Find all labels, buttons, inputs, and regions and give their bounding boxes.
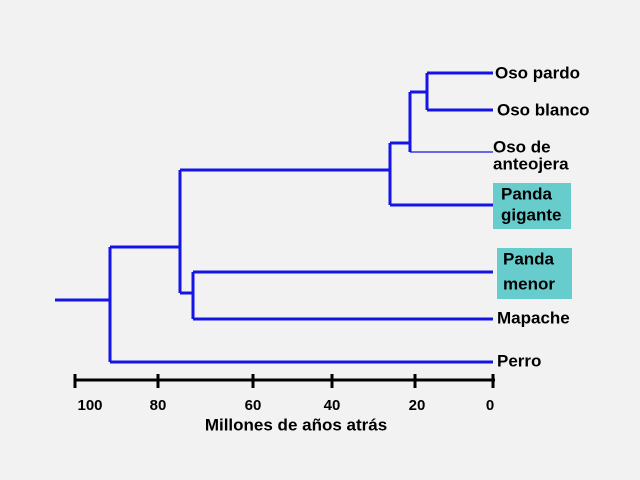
axis-title: Millones de años atrás [205,415,387,434]
leaf-label: Panda [503,249,555,268]
tree-branches [55,71,493,364]
tick-label: 80 [150,397,167,414]
tick-label: 20 [409,397,426,414]
leaf-label: Perro [497,351,541,370]
leaf-label: Mapache [497,308,570,327]
axis-ticks: 100 80 60 40 20 0 [73,374,495,414]
leaf-label: anteojera [493,154,569,173]
leaf-label: gigante [501,205,561,224]
leaf-label: Panda [501,184,553,203]
highlight-box [497,248,572,299]
leaf-label: Oso pardo [495,63,580,82]
branches [55,71,493,364]
highlight-box [493,183,571,229]
leaf-label: Oso de [493,137,551,156]
tick-label: 100 [77,397,102,414]
leaf-label: menor [503,274,555,293]
tick-label: 0 [486,397,494,414]
time-axis: 100 80 60 40 20 0 Millones de años atrás [73,374,495,434]
tick-label: 40 [324,397,341,414]
tick-label: 60 [245,397,262,414]
leaf-label: Oso blanco [497,100,590,119]
